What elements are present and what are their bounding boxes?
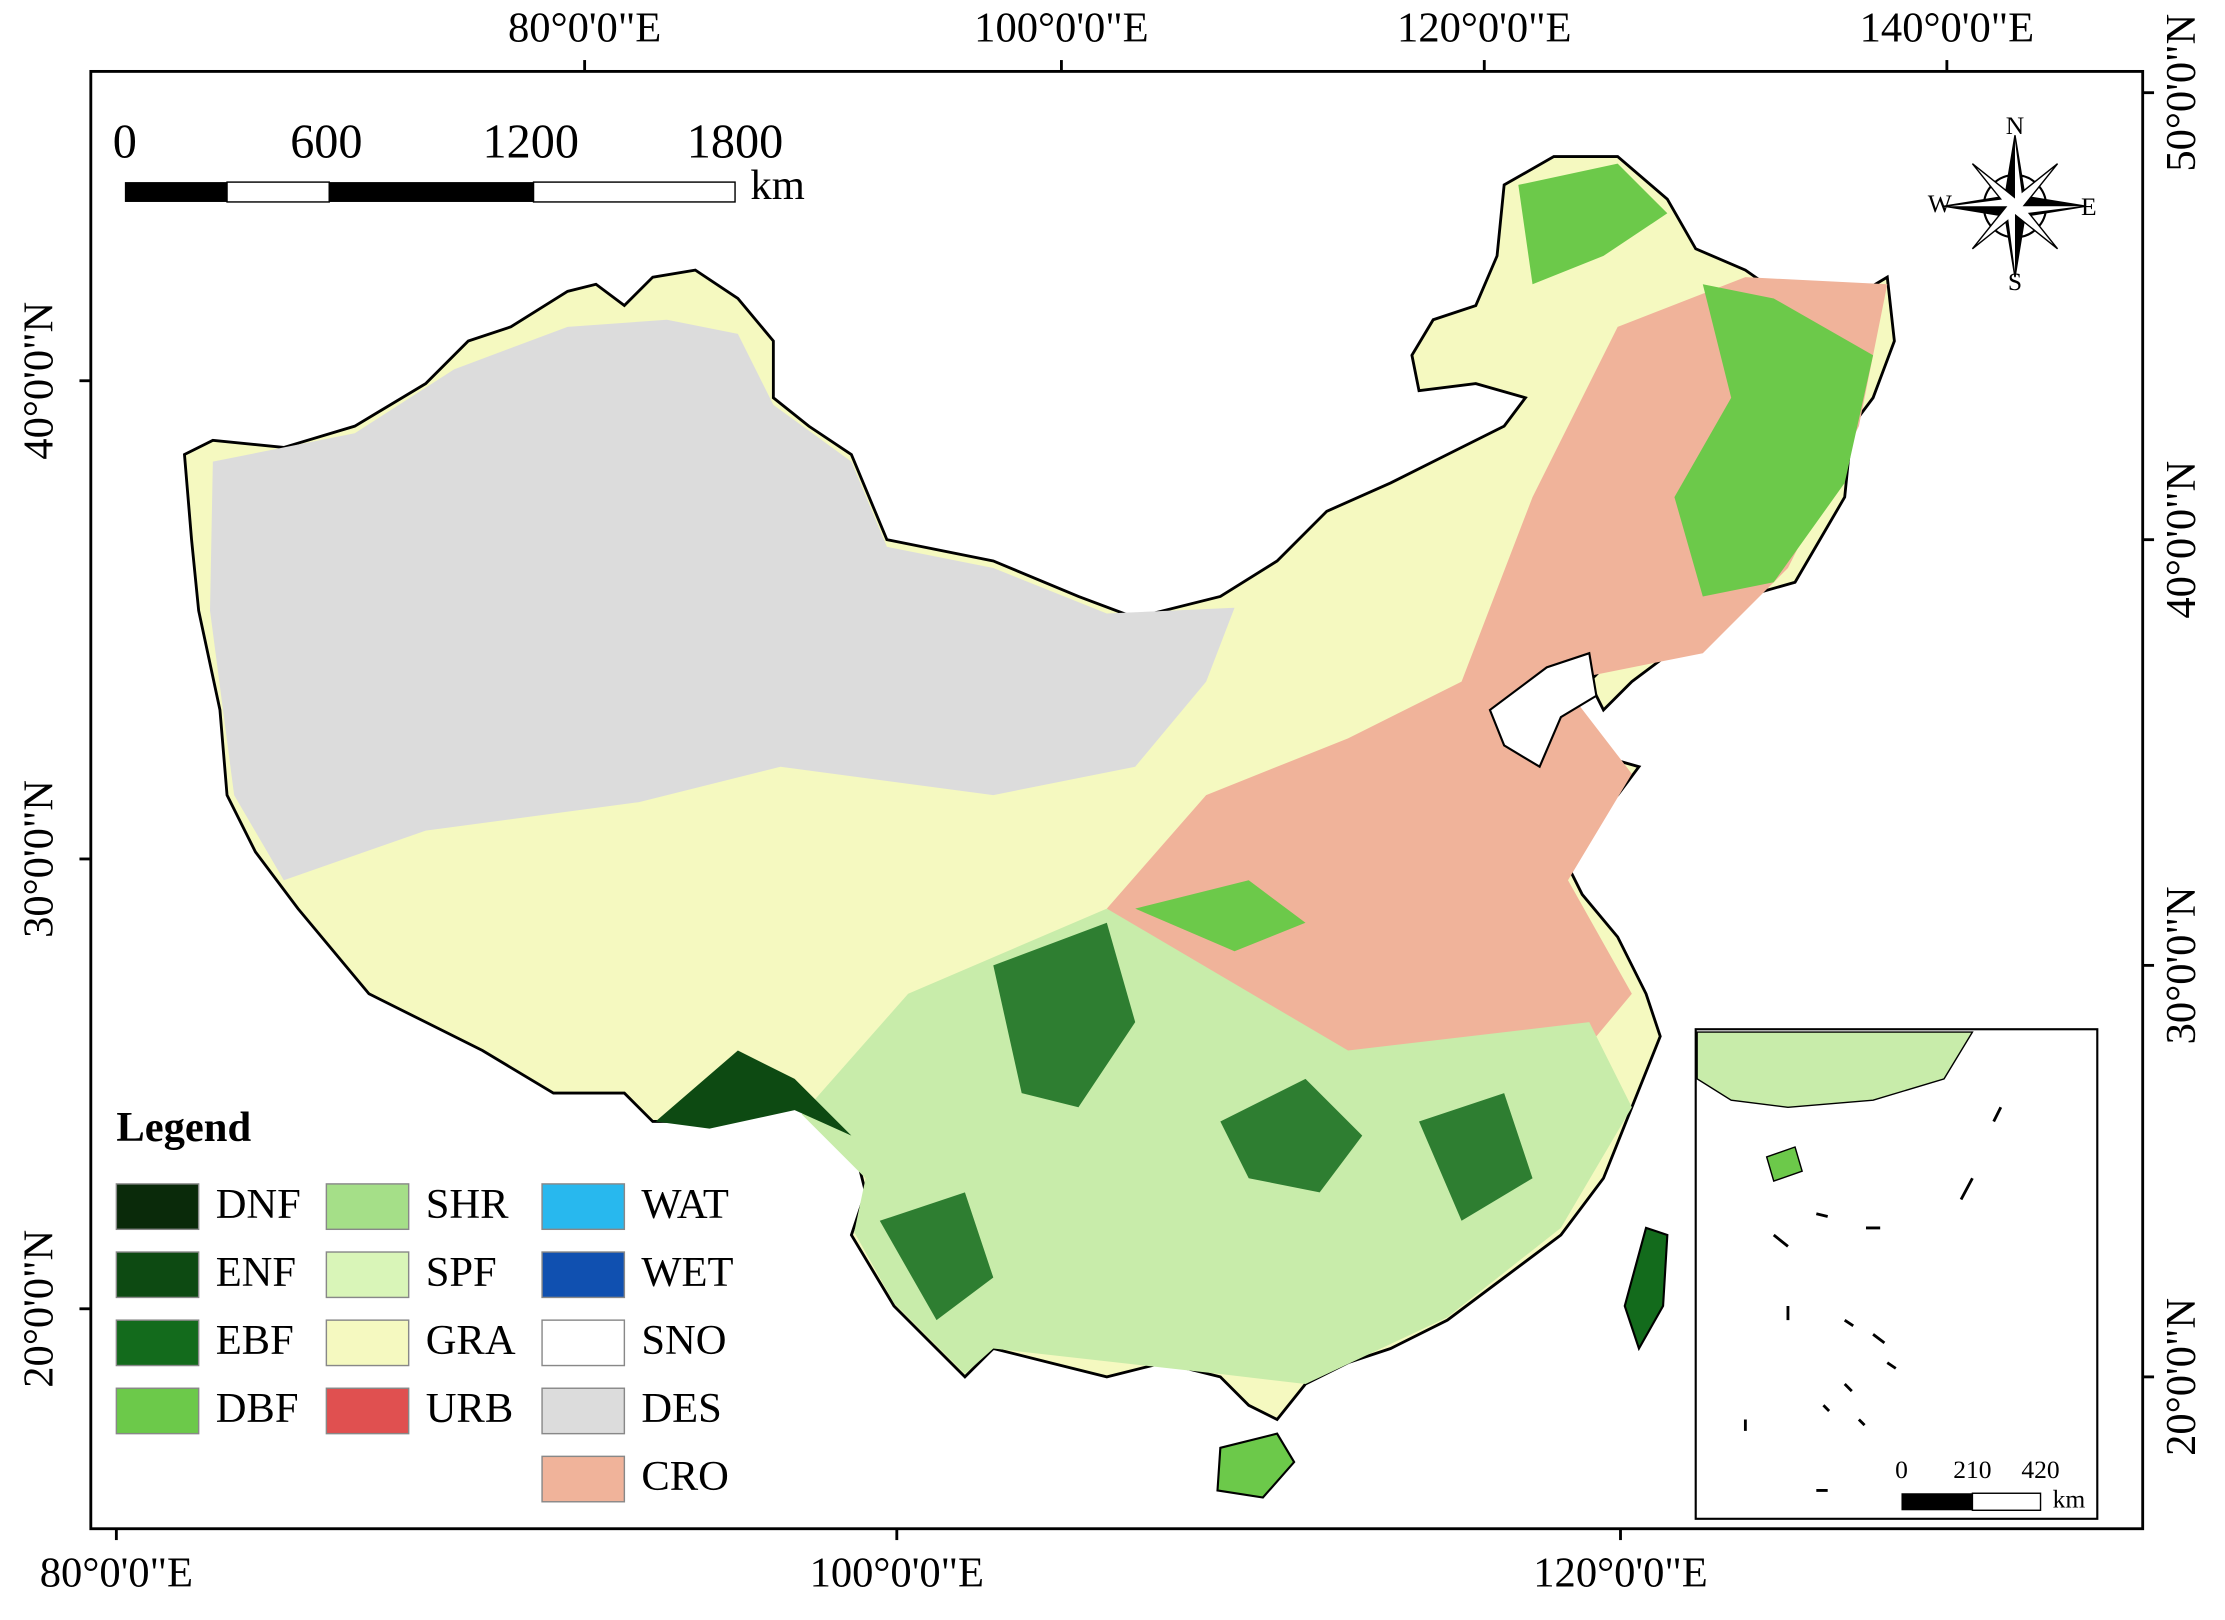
legend-title: Legend (116, 1104, 251, 1151)
legend-swatch (541, 1183, 626, 1231)
left-lat-label: 40°0'0"N (15, 302, 62, 460)
taiwan (1623, 1226, 1669, 1352)
legend-swatch (115, 1319, 200, 1367)
legend-swatch (541, 1319, 626, 1367)
legend-swatch (325, 1251, 410, 1299)
bottom-lon-label: 100°0'0"E (810, 1550, 984, 1597)
compass-w: W (1928, 189, 1953, 218)
legend-swatch (115, 1251, 200, 1299)
top-lon-label: 80°0'0"E (508, 4, 661, 51)
inset-scale-label: 210 (1953, 1455, 1991, 1484)
legend-label: URB (426, 1385, 514, 1432)
inset-map (1694, 1028, 2099, 1520)
legend-swatch (541, 1387, 626, 1435)
compass-n: N (2006, 111, 2024, 140)
legend-swatch (541, 1251, 626, 1299)
legend-swatch (325, 1183, 410, 1231)
inset-scale-white (1971, 1492, 2042, 1511)
legend-label: GRA (426, 1317, 516, 1364)
inset-scale-black (1901, 1493, 1973, 1511)
legend-label: CRO (641, 1453, 729, 1500)
scale-seg (226, 181, 330, 203)
compass-half (1949, 140, 2081, 272)
scale-bar (124, 181, 736, 203)
legend-swatch (115, 1183, 200, 1231)
legend-label: SNO (641, 1317, 726, 1364)
top-lon-label: 120°0'0"E (1397, 4, 1571, 51)
legend-label: WAT (641, 1181, 728, 1228)
desert-region (210, 319, 1235, 881)
legend-swatch (325, 1387, 410, 1435)
right-lat-label: 40°0'0"N (2158, 461, 2205, 619)
scale-seg (532, 181, 736, 203)
top-lon-label: 100°0'0"E (974, 4, 1148, 51)
bottom-lon-label: 80°0'0"E (40, 1550, 193, 1597)
bohai-sea (1488, 651, 1598, 769)
compass-e: E (2081, 192, 2097, 221)
legend-label: ENF (216, 1249, 296, 1296)
right-lat-label: 30°0'0"N (2158, 886, 2205, 1044)
compass (1943, 135, 2087, 278)
inset-frame (1694, 1028, 2099, 1520)
inset-island (1765, 1146, 1804, 1182)
china-land (182, 155, 1896, 1499)
scale-label: 600 (290, 116, 362, 169)
scale-label: 1200 (482, 116, 578, 169)
compass-s: S (2008, 267, 2022, 296)
compass-star-diag (1971, 163, 2059, 250)
legend-label: EBF (216, 1317, 294, 1364)
top-lon-label: 140°0'0"E (1860, 4, 2034, 51)
legend-label: DES (641, 1385, 721, 1432)
legend-swatch (115, 1387, 200, 1435)
left-lat-label: 20°0'0"N (15, 1230, 62, 1388)
hainan (1216, 1432, 1296, 1499)
forest-evergreen (879, 922, 1533, 1321)
scale-label: 0 (113, 116, 137, 169)
scale-unit: km (750, 162, 804, 209)
forest-tibet (655, 1050, 852, 1136)
inset-scale-label: 420 (2021, 1455, 2059, 1484)
inset-scale-label: 0 (1895, 1455, 1908, 1484)
legend-label: DBF (216, 1385, 299, 1432)
scale-label: 1800 (687, 116, 783, 169)
inset-scale-unit: km (2053, 1485, 2086, 1514)
inset-islands (1743, 1106, 2003, 1492)
scale-seg (329, 182, 534, 202)
left-lat-label: 30°0'0"N (15, 780, 62, 938)
legend-label: WET (641, 1249, 733, 1296)
right-lat-label: 50°0'0"N (2158, 14, 2205, 172)
right-lat-label: 20°0'0"N (2158, 1298, 2205, 1456)
legend-label: SPF (426, 1249, 497, 1296)
bottom-lon-label: 120°0'0"E (1533, 1550, 1707, 1597)
forest-northeast (1518, 163, 1874, 597)
legend-label: DNF (216, 1181, 301, 1228)
inset-land (1696, 1031, 1974, 1108)
legend-label: SHR (426, 1181, 509, 1228)
legend-swatch (541, 1455, 626, 1503)
legend-swatch (325, 1319, 410, 1367)
scale-seg (124, 182, 228, 202)
